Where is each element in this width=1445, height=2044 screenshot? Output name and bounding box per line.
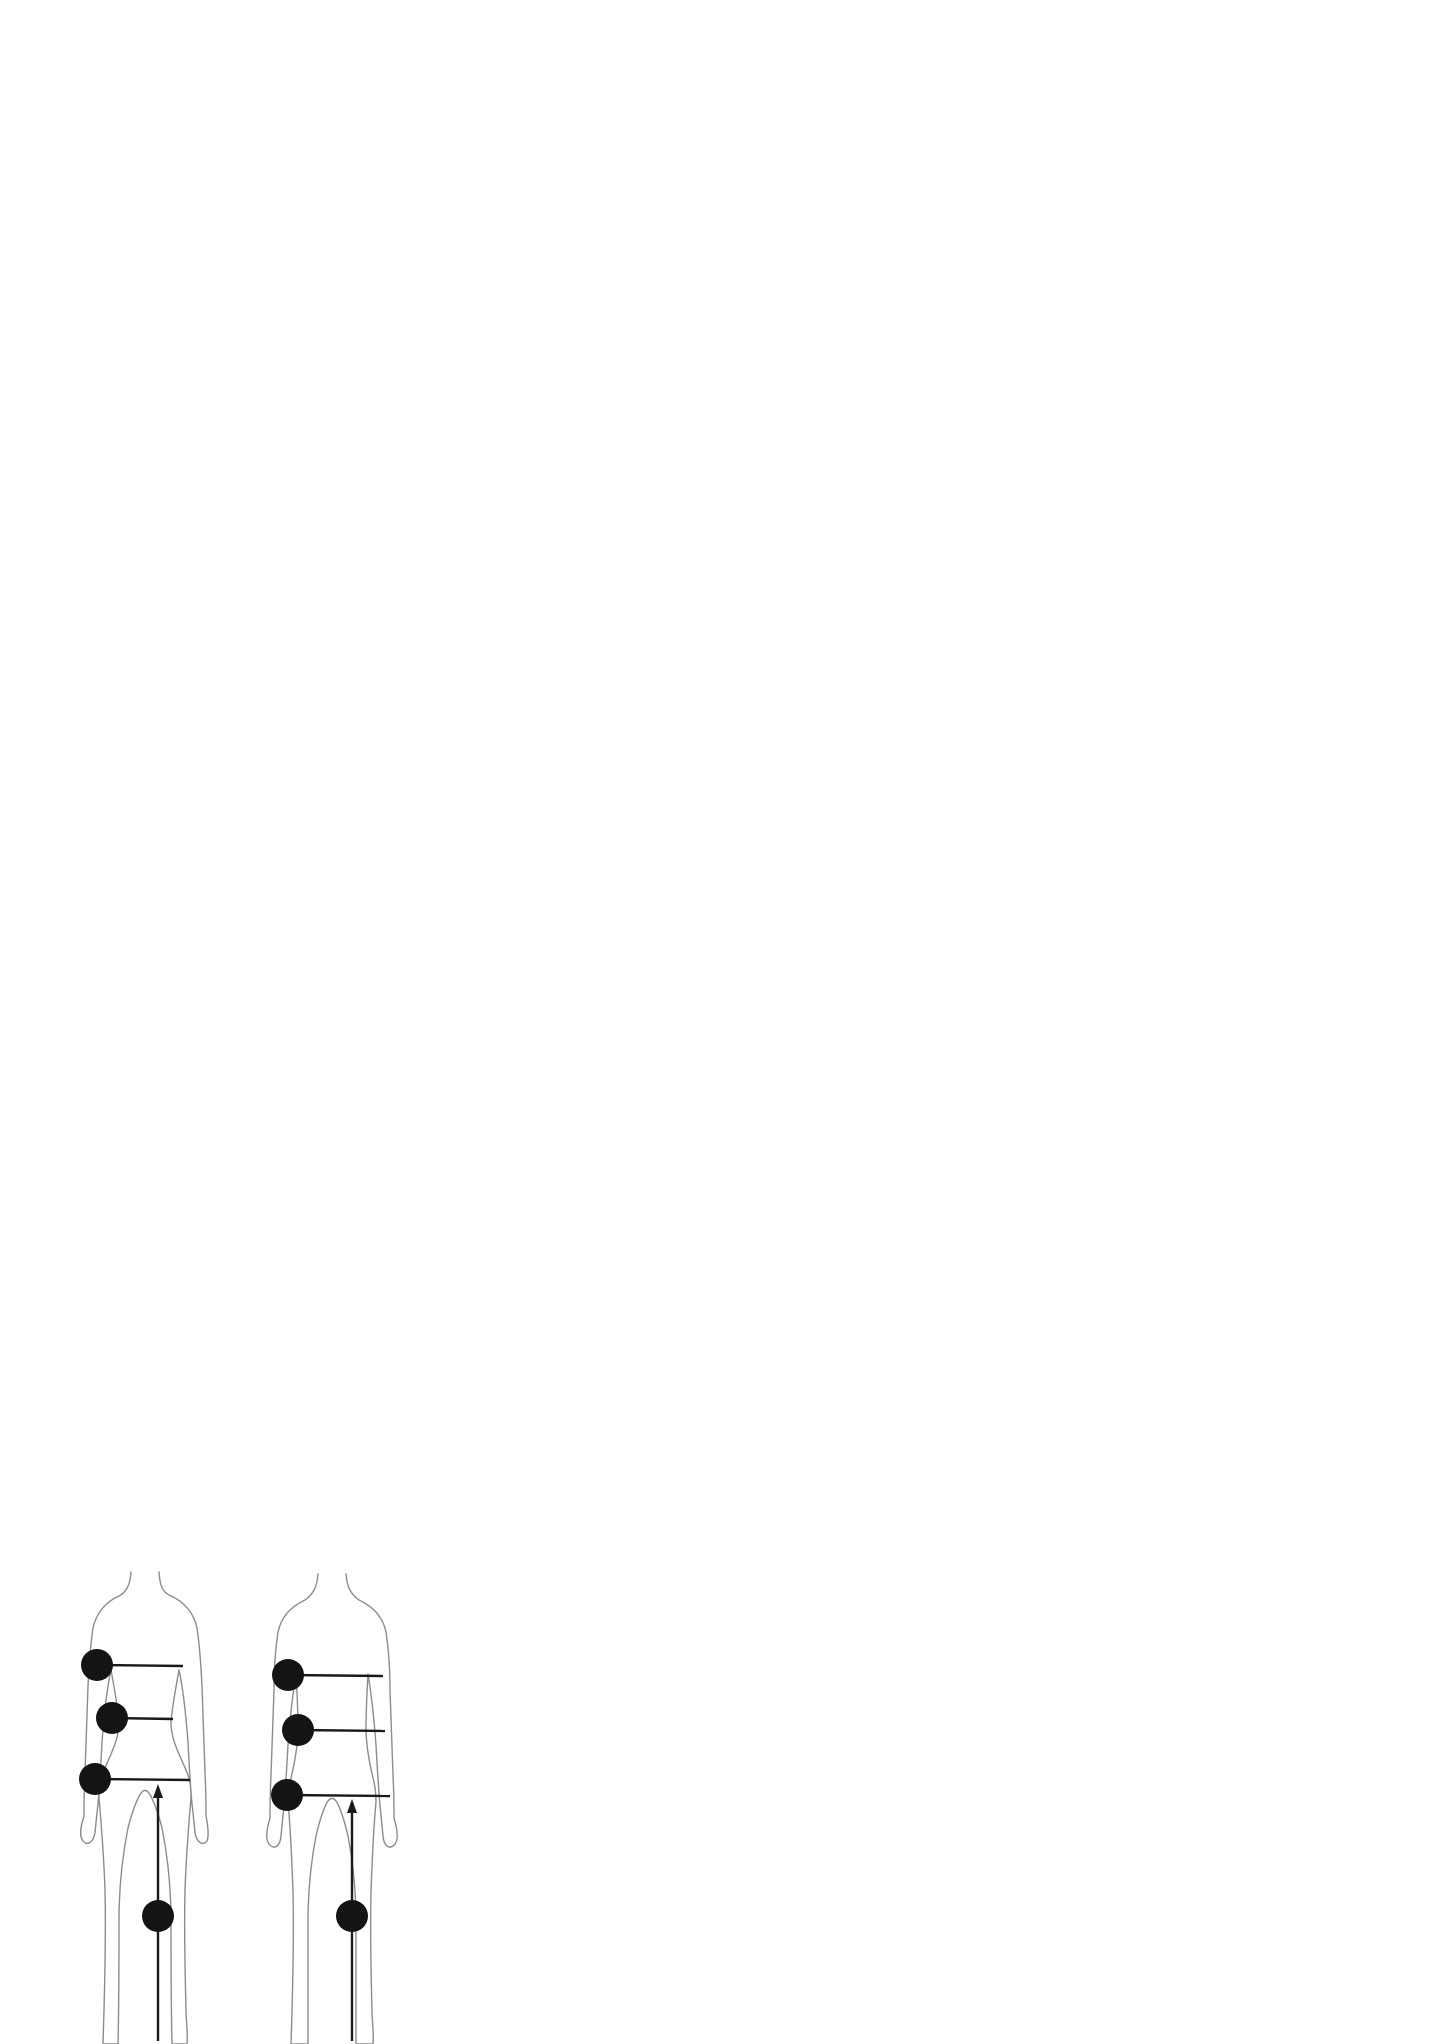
inside-leg-arrow-icon xyxy=(347,1799,357,1813)
male-marker-badges xyxy=(271,1659,368,1932)
male-figure-diagram xyxy=(266,1573,398,2044)
female-figure-diagram xyxy=(79,1571,209,2044)
male-body-outline xyxy=(266,1573,398,2044)
female-body-outline xyxy=(80,1571,209,2044)
inside-leg-arrow-icon xyxy=(153,1784,163,1798)
female-marker-badges xyxy=(79,1649,174,1932)
